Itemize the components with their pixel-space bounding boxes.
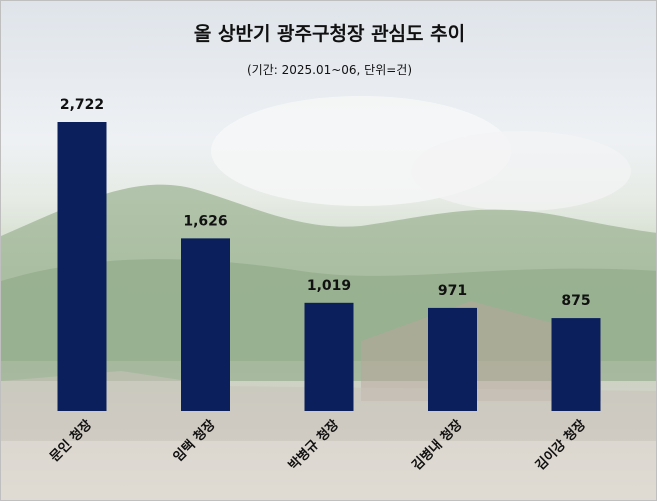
bar-value-label: 2,722 (60, 97, 104, 113)
category-label: 문인 청장 (47, 417, 95, 465)
bar-4 (428, 307, 477, 411)
category-label: 김이강 청장 (532, 417, 589, 474)
category-label: 박병규 청장 (285, 417, 342, 474)
chart-title: 올 상반기 광주구청장 관심도 추이 (193, 23, 466, 45)
bar-value-label: 971 (438, 283, 467, 299)
category-label: 김병내 청장 (409, 417, 466, 474)
bar-5 (551, 318, 601, 411)
bar-2 (181, 238, 230, 411)
category-label: 임택 청장 (170, 417, 218, 465)
bar-value-label: 1,626 (183, 213, 227, 229)
bar-1 (57, 122, 107, 411)
chart-subtitle: (기간: 2025.01~06, 단위=건) (246, 63, 413, 77)
bar-value-label: 1,019 (307, 278, 351, 294)
bar-value-label: 875 (561, 293, 590, 309)
bar-3 (304, 302, 354, 411)
